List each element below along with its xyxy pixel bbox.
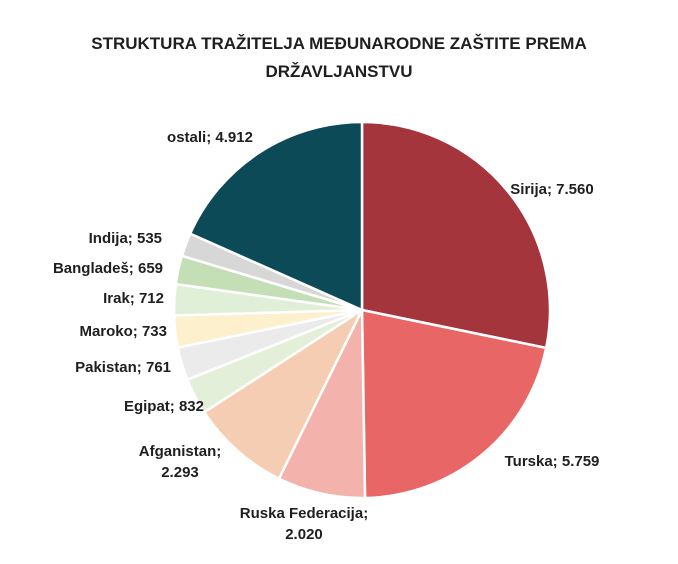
label-egipat: Egipat; 832 [124, 398, 204, 415]
label-turska: Turska; 5.759 [505, 453, 600, 470]
label-ruska-federacija: Ruska Federacija; 2.020 [240, 505, 368, 543]
label-sirija: Sirija; 7.560 [510, 181, 593, 198]
slice-afganistan [202, 308, 364, 480]
label-ostali: ostali; 4.912 [167, 129, 253, 146]
label-irak: Irak; 712 [103, 290, 164, 307]
label-pakistan: Pakistan; 761 [75, 359, 171, 376]
chart-title-line-2: DRŽAVLJANSTVU [265, 62, 413, 81]
pie-labels: Sirija; 7.560 Turska; 5.759 Ruska Federaci… [53, 129, 599, 543]
chart-title: STRUKTURA TRAŽITELJA MEĐUNARODNE ZAŠTITE… [0, 30, 678, 86]
slice-sirija [360, 120, 552, 350]
chart-title-line-1: STRUKTURA TRAŽITELJA MEĐUNARODNE ZAŠTITE… [91, 34, 587, 53]
label-banglades: Bangladeš; 659 [53, 260, 163, 277]
slice-ostali [188, 120, 364, 312]
pie-slices [172, 120, 552, 500]
label-afganistan: Afganistan; 2.293 [139, 443, 222, 481]
label-maroko: Maroko; 733 [79, 323, 167, 340]
slice-turska [360, 308, 548, 500]
label-indija: Indija; 535 [89, 230, 162, 247]
